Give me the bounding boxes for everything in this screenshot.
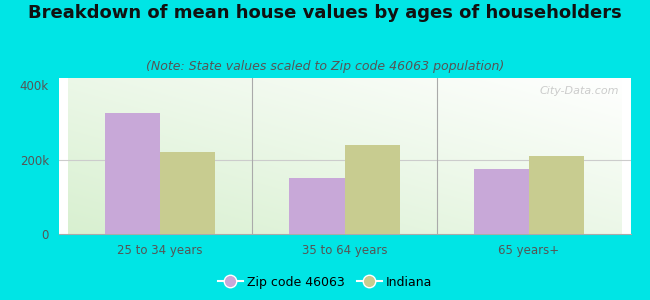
Bar bbox=[160, 152, 215, 234]
Bar bbox=[529, 156, 584, 234]
Bar bbox=[289, 178, 344, 234]
Text: Breakdown of mean house values by ages of householders: Breakdown of mean house values by ages o… bbox=[28, 4, 622, 22]
Legend: Zip code 46063, Indiana: Zip code 46063, Indiana bbox=[213, 271, 437, 294]
Bar bbox=[105, 113, 160, 234]
Bar bbox=[344, 145, 400, 234]
Text: (Note: State values scaled to Zip code 46063 population): (Note: State values scaled to Zip code 4… bbox=[146, 60, 504, 73]
Bar bbox=[474, 169, 529, 234]
Text: City-Data.com: City-Data.com bbox=[540, 86, 619, 96]
